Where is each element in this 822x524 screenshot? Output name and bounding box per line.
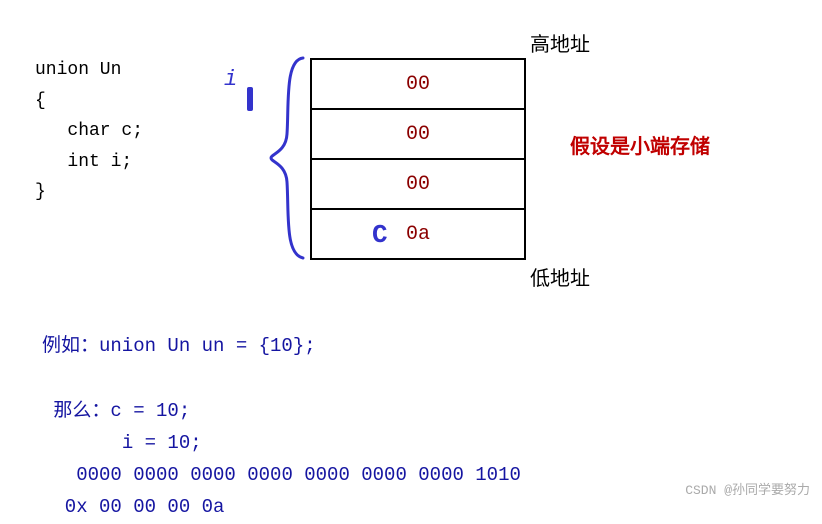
example-line: 0x 00 00 00 0a [42, 496, 224, 518]
code-line: { [35, 91, 46, 111]
example-text: 例如：union Un un = {10}; 那么：c = 10; i = 10… [42, 330, 521, 524]
c-marker: C [372, 220, 388, 250]
mem-cell: 0a [311, 209, 525, 259]
mem-cell: 00 [311, 159, 525, 209]
example-line: 例如：union Un un = {10}; [42, 335, 316, 357]
endian-assumption: 假设是小端存储 [570, 130, 710, 160]
watermark: CSDN @孙同学要努力 [685, 479, 810, 498]
brace-icon [265, 54, 310, 264]
example-line: 0000 0000 0000 0000 0000 0000 0000 1010 [42, 464, 521, 486]
code-line: union Un [35, 60, 121, 80]
example-line: 那么：c = 10; [42, 400, 190, 422]
union-code: union Un { char c; int i; } [35, 55, 143, 208]
code-line: int i; [35, 152, 132, 172]
low-address-label: 低地址 [530, 262, 590, 292]
i-marker: i [224, 67, 237, 92]
code-line: char c; [35, 121, 143, 141]
example-line: i = 10; [42, 432, 202, 454]
code-line: } [35, 182, 46, 202]
memory-layout-table: 00 00 00 0a [310, 58, 526, 260]
i-dash-icon [247, 87, 253, 111]
high-address-label: 高地址 [530, 28, 590, 58]
mem-cell: 00 [311, 109, 525, 159]
mem-cell: 00 [311, 59, 525, 109]
